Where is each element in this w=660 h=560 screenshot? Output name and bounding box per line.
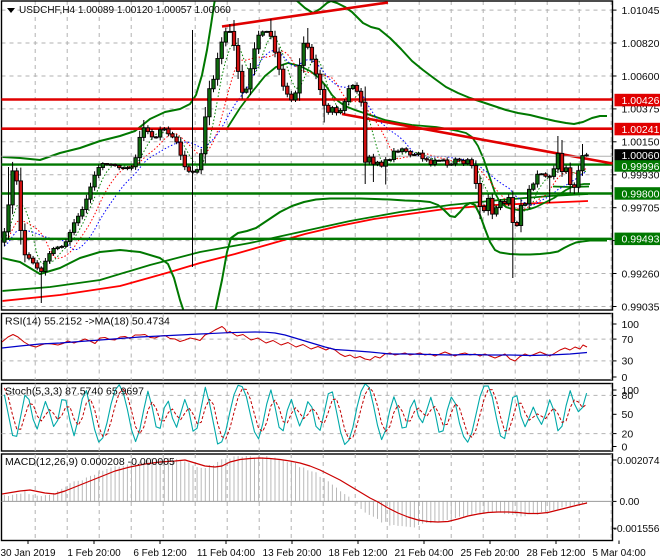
svg-text:28 Feb 12:00: 28 Feb 12:00 — [527, 548, 586, 559]
svg-text:1.00060: 1.00060 — [622, 150, 660, 162]
svg-text:1.00600: 1.00600 — [622, 71, 660, 83]
svg-text:1.00375: 1.00375 — [622, 104, 660, 116]
svg-text:1.01045: 1.01045 — [622, 5, 660, 17]
svg-text:0.99035: 0.99035 — [622, 301, 660, 313]
svg-text:25 Feb 20:00: 25 Feb 20:00 — [461, 548, 520, 559]
svg-text:5 Mar 04:00: 5 Mar 04:00 — [592, 548, 646, 559]
svg-text:0: 0 — [622, 372, 628, 384]
svg-text:0.99930: 0.99930 — [622, 170, 660, 182]
svg-text:13 Feb 20:00: 13 Feb 20:00 — [263, 548, 322, 559]
svg-text:1.00426: 1.00426 — [622, 95, 660, 107]
svg-text:1.00820: 1.00820 — [622, 38, 660, 50]
svg-text:80: 80 — [622, 390, 634, 402]
svg-text:0.99705: 0.99705 — [622, 203, 660, 215]
svg-text:MACD(12,26,9) 0.000208 -0.0000: MACD(12,26,9) 0.000208 -0.000005 — [5, 456, 175, 468]
svg-text:Stoch(5,3,3) 87.5740 65.9697: Stoch(5,3,3) 87.5740 65.9697 — [5, 386, 144, 398]
svg-text:1 Feb 20:00: 1 Feb 20:00 — [67, 548, 121, 559]
svg-text:6 Feb 12:00: 6 Feb 12:00 — [133, 548, 187, 559]
svg-text:30: 30 — [622, 356, 634, 368]
svg-text:0.99260: 0.99260 — [622, 268, 660, 280]
svg-text:30 Jan 2019: 30 Jan 2019 — [0, 548, 55, 559]
svg-text:100: 100 — [622, 385, 640, 397]
svg-text:11 Feb 04:00: 11 Feb 04:00 — [197, 548, 256, 559]
svg-text:USDCHF,H4 1.00089 1.00120 1.00: USDCHF,H4 1.00089 1.00120 1.00057 1.0006… — [19, 5, 231, 16]
svg-text:1.00241: 1.00241 — [622, 124, 660, 136]
svg-text:21 Feb 04:00: 21 Feb 04:00 — [395, 548, 454, 559]
svg-text:1.00150: 1.00150 — [622, 137, 660, 149]
svg-text:RSI(14) 55.2152 ->MA(18) 50.4: RSI(14) 55.2152 ->MA(18) 50.4734 — [5, 316, 170, 328]
svg-text:0: 0 — [622, 441, 628, 453]
svg-text:18 Feb 12:00: 18 Feb 12:00 — [329, 548, 388, 559]
svg-text:0.99800: 0.99800 — [622, 188, 660, 200]
svg-text:0.002074: 0.002074 — [617, 456, 660, 467]
svg-text:20: 20 — [622, 428, 634, 440]
svg-text:50: 50 — [622, 409, 634, 421]
svg-text:70: 70 — [622, 334, 634, 346]
svg-text:-0.001556: -0.001556 — [614, 524, 660, 535]
svg-text:100: 100 — [622, 319, 640, 331]
svg-text:0.99996: 0.99996 — [622, 161, 660, 173]
svg-text:0.00: 0.00 — [620, 497, 640, 508]
svg-text:0.99493: 0.99493 — [622, 234, 660, 246]
